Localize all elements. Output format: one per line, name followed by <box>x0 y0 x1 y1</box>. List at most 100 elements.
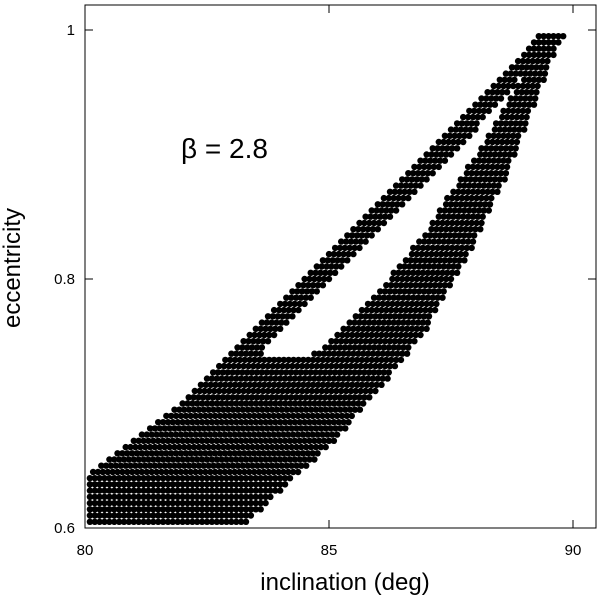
data-point <box>286 456 294 463</box>
data-point <box>150 437 157 444</box>
data-point <box>218 487 225 494</box>
data-point <box>151 425 159 432</box>
data-point <box>511 76 518 84</box>
data-point <box>272 325 279 332</box>
data-point <box>229 425 237 432</box>
data-point <box>299 362 306 370</box>
data-point <box>264 338 272 345</box>
data-point <box>252 350 259 357</box>
data-point <box>171 425 178 432</box>
data-point <box>418 250 425 258</box>
data-point <box>339 257 346 264</box>
data-point <box>238 475 245 482</box>
data-point <box>111 475 118 482</box>
data-point <box>324 412 331 420</box>
data-point <box>227 356 234 364</box>
data-point <box>528 89 535 96</box>
data-point <box>524 57 532 65</box>
data-point <box>249 406 256 413</box>
data-point <box>530 101 538 108</box>
data-point <box>379 201 386 208</box>
data-point <box>91 475 99 482</box>
data-point <box>267 375 274 382</box>
data-point <box>267 419 274 426</box>
data-point <box>224 462 232 469</box>
data-point <box>247 487 255 494</box>
data-point <box>184 475 191 482</box>
y-axis: 0.6 0.8 1 eccentricity <box>0 22 596 537</box>
data-point <box>366 369 373 376</box>
data-point <box>205 443 212 451</box>
data-point <box>281 300 289 308</box>
data-point <box>373 207 380 214</box>
data-point <box>290 450 297 457</box>
data-point <box>479 213 486 220</box>
data-point <box>155 487 162 494</box>
data-point <box>414 269 422 276</box>
data-point <box>187 468 194 476</box>
data-point <box>120 481 128 488</box>
data-point <box>336 369 344 376</box>
data-point <box>249 425 256 432</box>
data-point <box>311 350 318 357</box>
data-point <box>159 518 167 525</box>
data-point <box>456 232 463 239</box>
data-point <box>91 493 99 501</box>
data-point <box>252 493 259 501</box>
data-point <box>182 468 190 476</box>
data-point <box>416 313 423 320</box>
data-point <box>328 387 335 395</box>
data-point <box>195 462 203 469</box>
data-point <box>435 288 442 295</box>
data-point <box>306 456 313 463</box>
data-point <box>368 381 375 388</box>
plot-frame <box>84 4 597 529</box>
data-point <box>314 381 322 388</box>
data-point <box>446 257 453 264</box>
data-point <box>189 493 196 501</box>
data-point <box>270 450 277 457</box>
data-point <box>489 163 496 171</box>
data-point <box>226 431 233 438</box>
data-point <box>176 425 183 432</box>
data-point <box>130 499 137 507</box>
data-point <box>215 443 222 451</box>
data-point <box>208 456 216 463</box>
data-point <box>291 419 298 426</box>
data-point <box>462 250 469 258</box>
data-point <box>453 120 461 127</box>
data-point <box>205 462 212 469</box>
data-point <box>341 369 349 376</box>
data-point <box>275 306 283 314</box>
data-point <box>390 269 397 276</box>
data-point <box>194 475 201 482</box>
data-point <box>257 499 264 507</box>
data-point <box>461 132 468 139</box>
data-point <box>385 344 392 351</box>
data-point <box>244 406 251 413</box>
data-point <box>311 437 318 444</box>
data-point <box>396 313 403 320</box>
data-point <box>324 381 331 388</box>
data-point <box>314 282 322 289</box>
data-point <box>374 375 381 382</box>
data-point <box>467 226 474 233</box>
data-point <box>319 356 327 364</box>
data-point <box>325 375 333 382</box>
data-point <box>156 425 163 432</box>
data-point <box>495 82 502 90</box>
data-point <box>140 487 147 494</box>
data-point <box>194 499 201 507</box>
data-point <box>187 412 194 420</box>
data-point <box>329 431 336 438</box>
data-point <box>378 331 385 339</box>
data-point <box>266 356 273 364</box>
data-point <box>424 170 431 177</box>
data-point <box>500 107 507 115</box>
data-point <box>514 57 522 65</box>
data-point <box>422 306 429 314</box>
data-point <box>96 493 103 501</box>
data-point <box>116 493 123 501</box>
data-point <box>252 456 259 463</box>
data-point <box>506 101 513 108</box>
